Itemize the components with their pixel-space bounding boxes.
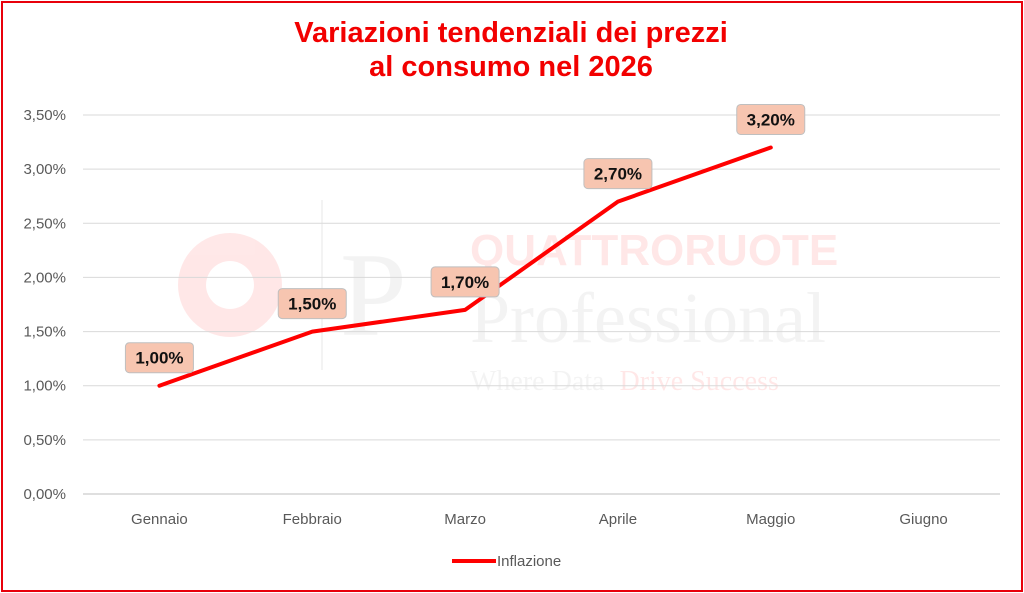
x-tick-label: Gennaio bbox=[131, 511, 188, 528]
y-tick-label: 1,50% bbox=[23, 324, 66, 341]
data-label-box bbox=[277, 288, 347, 320]
watermark-logo-hole bbox=[206, 261, 254, 309]
y-tick-label: 2,00% bbox=[23, 269, 66, 286]
data-label: 1,50% bbox=[277, 288, 347, 320]
data-label-box bbox=[583, 158, 653, 190]
data-label-text: 2,70% bbox=[594, 165, 642, 184]
legend-label-inflazione: Inflazione bbox=[497, 553, 561, 570]
data-label-text: 1,50% bbox=[288, 295, 336, 314]
data-label: 1,70% bbox=[430, 266, 500, 298]
y-tick-label: 2,50% bbox=[23, 215, 66, 232]
watermark: P QUATTRORUOTE Professional Where Data D… bbox=[178, 200, 838, 397]
watermark-tagline: Where Data Drive Success bbox=[470, 366, 779, 397]
data-label-text: 1,70% bbox=[441, 273, 489, 292]
y-tick-label: 3,50% bbox=[23, 107, 66, 124]
x-tick-label: Febbraio bbox=[283, 511, 342, 528]
y-tick-label: 3,00% bbox=[23, 161, 66, 178]
watermark-p-letter: P bbox=[340, 228, 407, 361]
watermark-brand: QUATTRORUOTE bbox=[470, 226, 838, 275]
y-tick-label: 0,50% bbox=[23, 432, 66, 449]
y-tick-label: 0,00% bbox=[23, 486, 66, 503]
data-label-box bbox=[124, 342, 194, 374]
chart-title-line-2: al consumo nel 2026 bbox=[369, 51, 653, 83]
gridlines bbox=[83, 114, 1000, 495]
x-tick-label: Giugno bbox=[899, 511, 947, 528]
watermark-product: Professional bbox=[470, 278, 826, 358]
chart-title: Variazioni tendenziali dei prezzi al con… bbox=[0, 16, 1022, 84]
legend: Inflazione bbox=[452, 553, 561, 570]
data-label: 3,20% bbox=[736, 103, 806, 135]
x-tick-label: Marzo bbox=[444, 511, 486, 528]
data-label-text: 3,20% bbox=[747, 110, 795, 129]
y-axis: 0,00% 0,50% 1,00% 1,50% 2,00% 2,50% 3,00% 3,50% bbox=[23, 107, 66, 503]
data-label: 2,70% bbox=[583, 158, 653, 190]
watermark-logo-icon bbox=[178, 233, 282, 337]
x-tick-label: Aprile bbox=[599, 511, 637, 528]
data-label-text: 1,00% bbox=[135, 349, 183, 368]
data-label: 1,00% bbox=[124, 342, 194, 374]
data-label-box bbox=[736, 103, 806, 135]
watermark-tagline-a: Where Data bbox=[470, 366, 605, 397]
watermark-tagline-b: Drive Success bbox=[619, 366, 778, 397]
chart-title-line-1: Variazioni tendenziali dei prezzi bbox=[294, 17, 728, 49]
data-labels: 1,00% 1,50% 1,70% 2,70% 3,20% bbox=[124, 103, 806, 374]
x-axis: Gennaio Febbraio Marzo Aprile Maggio Giugno bbox=[131, 511, 948, 528]
data-label-box bbox=[430, 266, 500, 298]
y-tick-label: 1,00% bbox=[23, 378, 66, 395]
x-tick-label: Maggio bbox=[746, 511, 795, 528]
series-line-inflazione bbox=[157, 145, 773, 388]
